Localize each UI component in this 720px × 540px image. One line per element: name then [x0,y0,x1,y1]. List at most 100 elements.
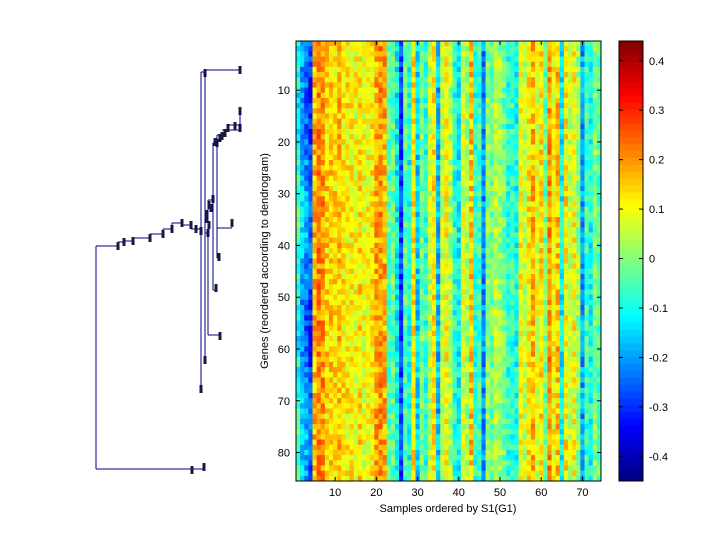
heatmap-cell [497,237,503,244]
heatmap-cell [403,351,408,358]
heatmap-cell [407,315,412,321]
heatmap-cell [448,325,453,332]
heatmap-cell [568,232,573,239]
heatmap-cell [308,258,313,264]
heatmap-cell [489,237,495,244]
heatmap-cell [415,305,420,311]
heatmap-cell [432,294,437,301]
heatmap-cell [555,346,561,352]
heatmap-cell [543,211,548,218]
heatmap-cell [539,217,544,223]
heatmap-cell [584,253,589,259]
heatmap-cell [584,305,589,311]
heatmap-cell [481,160,486,166]
heatmap-cell [296,248,301,254]
heatmap-cell [592,361,598,368]
heatmap-cell [304,72,309,78]
heatmap-cell [473,191,478,197]
heatmap-cell [469,227,474,233]
heatmap-cell [555,92,561,99]
heatmap-cell [568,294,573,301]
heatmap-cell [502,196,507,202]
heatmap-cell [464,129,470,135]
heatmap-cell [407,320,412,327]
heatmap-cell [353,87,359,94]
heatmap-cell [312,56,317,63]
heatmap-cell [361,367,367,373]
heatmap-cell [530,346,536,352]
heatmap-cell [473,351,478,358]
heatmap-cell [324,97,330,104]
heatmap-cell [394,92,400,99]
heatmap-cell [522,279,528,285]
heatmap-cell [526,92,532,99]
heatmap-cell [415,165,420,171]
heatmap-cell [469,289,474,295]
heatmap-cell [518,336,524,342]
heatmap-cell [312,46,317,52]
heatmap-cell [374,315,379,321]
heatmap-cell [349,279,355,285]
heatmap-cell [522,305,528,311]
heatmap-cell [568,336,573,342]
heatmap-cell [497,258,503,264]
heatmap-cell [572,149,577,156]
heatmap-cell [522,46,528,52]
heatmap-cell [477,165,482,171]
heatmap-cell [345,284,350,290]
heatmap-cell [547,82,552,88]
heatmap-cell [308,87,313,94]
heatmap-cell [316,336,322,342]
heatmap-cell [411,258,416,264]
heatmap-cell [296,82,301,88]
heatmap-cell [403,284,408,290]
heatmap-cell [300,325,305,332]
heatmap-cell [415,367,420,373]
heatmap-cell [596,289,602,295]
heatmap-cell [530,144,536,151]
heatmap-cell [460,46,466,52]
heatmap-cell [378,382,383,389]
heatmap-cell [469,284,474,290]
heatmap-cell [563,341,569,347]
heatmap-cell [535,149,540,156]
heatmap-cell [518,268,524,275]
heatmap-cell [568,377,573,383]
heatmap-cell [333,289,338,295]
heatmap-cell [452,356,458,363]
heatmap-cell [390,180,396,187]
heatmap-cell [526,82,532,88]
heatmap-cell [320,315,326,321]
heatmap-cell [419,315,425,321]
heatmap-cell [568,217,573,223]
heatmap-cell [481,118,486,125]
heatmap-cell [522,242,528,249]
heatmap-cell [394,180,400,187]
heatmap-cell [386,113,392,119]
heatmap-cell [399,170,404,176]
heatmap-cell [304,103,309,109]
heatmap-cell [522,289,528,295]
heatmap-cell [419,92,425,99]
heatmap-cell [572,227,577,233]
heatmap-cell [596,103,602,109]
heatmap-cell [518,66,524,73]
heatmap-cell [489,351,495,358]
heatmap-cell [596,118,602,125]
heatmap-cell [469,56,474,63]
heatmap-cell [320,77,326,83]
heatmap-cell [370,330,375,337]
heatmap-cell [514,248,519,254]
heatmap-cell [353,341,359,347]
heatmap-cell [444,139,449,145]
heatmap-cell [296,237,301,244]
heatmap-cell [473,299,478,306]
heatmap-cell [341,56,346,63]
heatmap-cell [576,92,581,99]
heatmap-cell [407,51,412,57]
heatmap-cell [506,41,511,47]
heatmap-cell [382,227,388,233]
heatmap-cell [576,377,581,383]
heatmap-cell [526,263,532,270]
